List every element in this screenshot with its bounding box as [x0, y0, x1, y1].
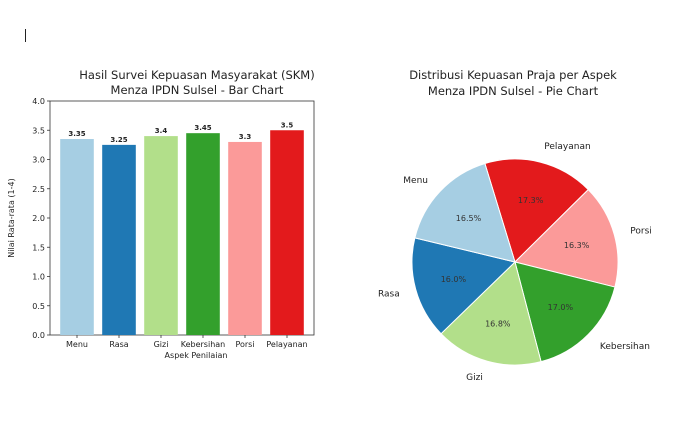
bar-kebersihan: [186, 133, 220, 335]
y-tick-label: 0.0: [32, 331, 45, 340]
x-tick-label: Kebersihan: [181, 340, 226, 349]
pie-pct-label: 17.0%: [548, 303, 574, 312]
y-tick-label: 0.5: [32, 302, 45, 311]
pie-labels: 17.3% Pelayanan 16.3% Porsi 17.0% Kebersihan 1…: [378, 142, 652, 383]
pie-slice-pelayanan: [484, 158, 589, 263]
y-tick-label: 3.5: [32, 126, 45, 135]
bar-value-label: 3.45: [194, 124, 211, 132]
pie-category-label: Rasa: [378, 290, 400, 300]
bar-y-ticks: 0.0 0.5 1.0 1.5 2.0 2.5 3.0 3.5 4.0: [32, 97, 50, 340]
bar-gizi: [144, 136, 178, 335]
y-tick-label: 2.5: [32, 185, 45, 194]
pie-category-label: Menu: [403, 176, 428, 186]
bar-porsi: [228, 141, 262, 335]
bar-value-label: 3.35: [68, 130, 85, 138]
pie-category-label: Porsi: [630, 226, 652, 236]
pie-series: [411, 158, 619, 366]
x-tick-label: Rasa: [109, 340, 128, 349]
pie-slice-porsi: [514, 188, 619, 288]
x-tick-label: Gizi: [154, 340, 169, 349]
pie-pct-label: 17.3%: [518, 196, 544, 205]
bar-menu: [60, 139, 94, 335]
pie-category-label: Pelayanan: [544, 142, 590, 152]
y-tick-label: 2.0: [32, 214, 45, 223]
bar-x-ticks: Menu Rasa Gizi Kebersihan Porsi Pelayanan: [66, 335, 308, 349]
pie-category-label: Kebersihan: [600, 342, 650, 352]
y-tick-label: 1.5: [32, 243, 45, 252]
pie-category-label: Gizi: [466, 373, 483, 383]
y-tick-label: 3.0: [32, 156, 45, 165]
bar-value-label: 3.25: [110, 136, 127, 144]
pie-chart-title: Distribusi Kepuasan Praja per Aspek: [409, 68, 617, 82]
text-cursor: [25, 29, 26, 42]
bar-pelayanan: [270, 130, 304, 335]
pie-pct-label: 16.5%: [456, 214, 482, 223]
x-tick-label: Menu: [66, 340, 88, 349]
pie-slice-gizi: [440, 261, 542, 366]
pie-pct-label: 16.3%: [564, 241, 590, 250]
bar-x-axis-label: Aspek Penilaian: [165, 351, 228, 360]
bar-y-axis-label: Nilai Rata-rata (1-4): [7, 178, 16, 257]
bar-chart-title: Hasil Survei Kepuasan Masyarakat (SKM): [79, 68, 314, 82]
bar-rasa: [102, 144, 136, 335]
pie-slice-rasa: [411, 237, 517, 335]
x-tick-label: Porsi: [235, 340, 254, 349]
y-tick-label: 4.0: [32, 97, 45, 106]
pie-slice-menu: [414, 162, 516, 263]
pie-slice-kebersihan: [514, 261, 616, 363]
pie-pct-label: 16.8%: [485, 320, 511, 329]
bar-value-label: 3.4: [155, 127, 168, 135]
pie-chart-subtitle: Menza IPDN Sulsel - Pie Chart: [428, 84, 599, 98]
bar-chart-subtitle: Menza IPDN Sulsel - Bar Chart: [111, 83, 284, 97]
bar-value-label: 3.3: [239, 133, 252, 141]
pie-pct-label: 16.0%: [441, 275, 467, 284]
bar-series: 3.35 3.25 3.4 3.45 3.3 3.5: [60, 121, 304, 335]
y-tick-label: 1.0: [32, 273, 45, 282]
x-tick-label: Pelayanan: [266, 340, 307, 349]
bar-value-label: 3.5: [281, 121, 294, 129]
